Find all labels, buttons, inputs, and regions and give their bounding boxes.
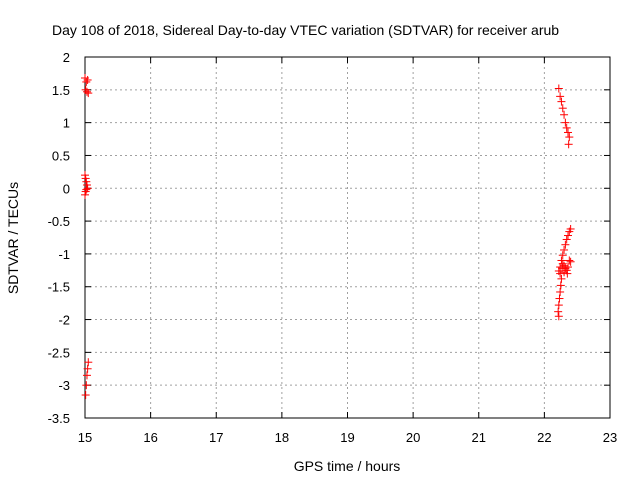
y-tick-label: 0.5 [52,148,70,163]
y-tick-label: -2.5 [48,345,70,360]
data-point [563,269,572,278]
x-tick-label: 18 [275,430,289,445]
data-point [555,294,564,303]
y-tick-label: -3.5 [48,411,70,426]
data-point [81,187,90,196]
y-tick-label: -2 [58,313,70,328]
data-point [81,190,89,199]
x-tick-label: 20 [406,430,420,445]
y-tick-label: 1 [63,116,70,131]
data-point [84,89,93,98]
data-point [560,110,569,119]
data-point [556,287,565,296]
data-point [557,97,566,106]
data-point [561,118,570,127]
data-point [82,381,91,390]
data-point [81,174,90,183]
data-point [558,259,567,268]
data-point [554,84,563,93]
x-tick-label: 17 [209,430,223,445]
x-tick-label: 16 [143,430,157,445]
data-point [556,92,565,101]
data-point [554,301,563,310]
data-point [554,307,563,316]
data-point [82,77,91,86]
x-axis-label: GPS time / hours [294,458,401,474]
data-point [557,274,566,283]
y-tick-label: 2 [63,50,70,65]
data-point [560,245,569,254]
data-point [558,264,567,273]
data-point [565,256,574,265]
data-point [564,231,572,240]
data-point [81,171,89,180]
data-point [558,104,567,113]
y-tick-label: -0.5 [48,214,70,229]
data-point [557,256,566,265]
grid-layer [84,56,611,419]
data-point [561,240,570,249]
y-tick-label: -3 [58,378,70,393]
data-point [556,281,565,290]
x-tick-label: 15 [78,430,92,445]
data-point [82,371,91,380]
data-point [562,235,571,244]
data-point [554,312,563,321]
data-point [556,269,565,278]
x-tick-label: 19 [340,430,354,445]
data-point [82,87,91,96]
data-point [82,180,91,189]
x-tick-label: 22 [537,430,551,445]
data-point [562,123,571,132]
data-point [81,391,90,400]
data-point [565,227,574,236]
data-point [83,75,92,84]
data-point [82,177,91,186]
data-point [564,263,572,272]
data-point [82,185,91,194]
data-point [83,364,92,373]
data-point [560,268,569,277]
chart-title: Day 108 of 2018, Sidereal Day-to-day VTE… [52,22,559,38]
data-point [84,358,93,367]
tick-layer: 15 16 17 18 19 20 21 22 23 2 1.5 1 0.5 0 -0.5 -1 -1.5 -2 -… [48,50,618,445]
data-point [566,257,575,266]
data-point [564,128,572,137]
x-tick-label: 21 [472,430,486,445]
data-point [564,140,573,149]
data-point [565,133,574,142]
y-tick-label: -1 [58,247,70,262]
data-points [81,74,575,400]
y-tick-label: 1.5 [52,83,70,98]
y-axis-label: SDTVAR / TECUs [5,182,21,294]
data-point [83,184,92,193]
x-tick-label: 23 [603,430,617,445]
data-point [558,251,567,260]
y-tick-label: 0 [63,181,70,196]
y-tick-label: -1.5 [48,280,70,295]
